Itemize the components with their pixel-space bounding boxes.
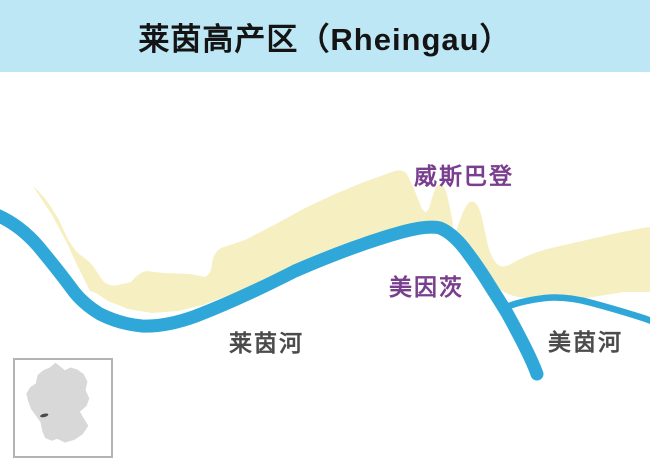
page-title: 莱茵高产区（Rheingau） bbox=[138, 21, 512, 57]
label-wiesbaden: 威斯巴登 bbox=[414, 163, 514, 189]
title-bar: 莱茵高产区（Rheingau） bbox=[0, 0, 650, 72]
wine-region-west-shape bbox=[33, 170, 453, 313]
germany-silhouette bbox=[26, 362, 90, 443]
region-marker-icon bbox=[40, 413, 49, 418]
label-rhine-river: 莱茵河 bbox=[229, 330, 304, 356]
germany-locator-inset bbox=[13, 358, 113, 458]
label-mainz: 美因茨 bbox=[389, 274, 464, 300]
label-main-river: 美茵河 bbox=[548, 329, 623, 355]
wine-region-east-shape bbox=[456, 201, 650, 300]
main-river-shape bbox=[500, 294, 650, 324]
